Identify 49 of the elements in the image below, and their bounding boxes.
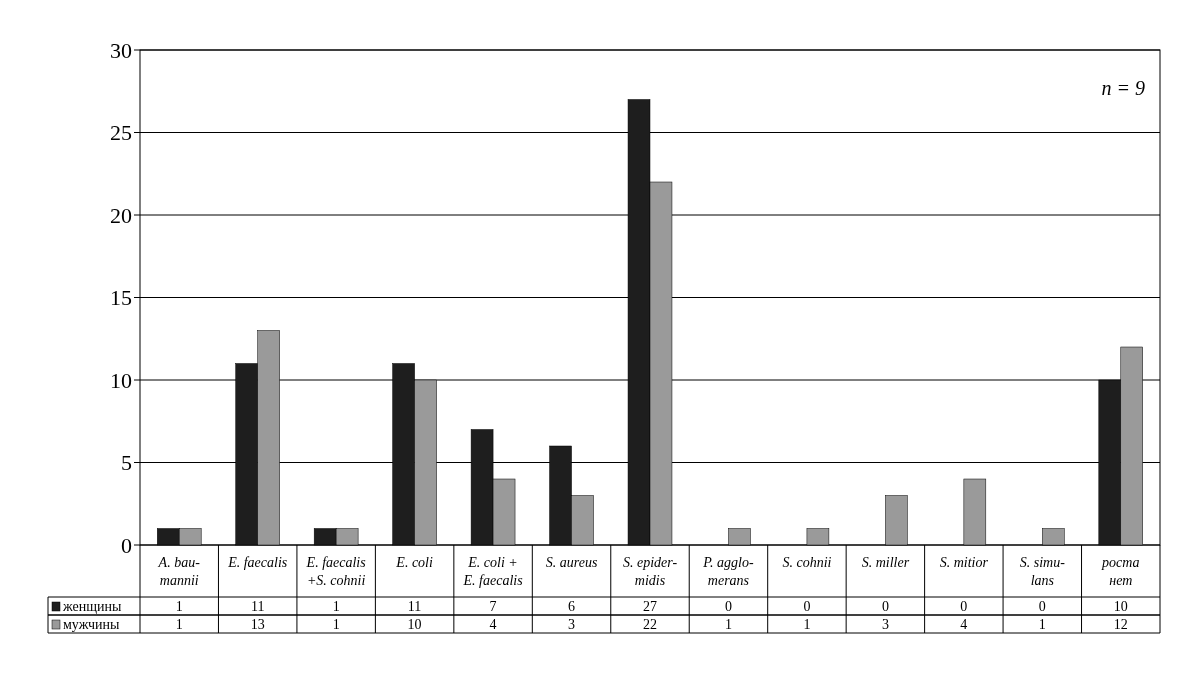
y-tick-label: 5 bbox=[121, 450, 132, 476]
data-label: 1 bbox=[332, 617, 340, 632]
data-label: 10 bbox=[407, 617, 422, 632]
data-label: 11 bbox=[250, 599, 265, 614]
data-label: 1 bbox=[1038, 617, 1046, 632]
x-tick-label: E. faecalis bbox=[227, 555, 288, 570]
data-label: 0 bbox=[1038, 599, 1046, 614]
x-tick-label: S. cohnii bbox=[782, 555, 832, 570]
data-label: 22 bbox=[643, 617, 657, 632]
data-label: 0 bbox=[803, 599, 811, 614]
x-tick-label: A. bau- mannii bbox=[157, 555, 201, 588]
x-tick-label: S. miller bbox=[861, 555, 910, 570]
x-tick-label: S. aureus bbox=[545, 555, 598, 570]
data-label: 4 bbox=[960, 617, 968, 632]
y-tick-label: 0 bbox=[121, 532, 132, 558]
data-label: 0 bbox=[960, 599, 968, 614]
data-label: 6 bbox=[568, 599, 576, 614]
data-label: 10 bbox=[1113, 599, 1128, 614]
annotation: n = 9 bbox=[1101, 77, 1145, 99]
legend-label: женщины bbox=[62, 599, 122, 614]
data-label: 13 bbox=[250, 617, 265, 632]
data-label: 0 bbox=[724, 599, 732, 614]
data-label: 27 bbox=[643, 599, 657, 614]
data-label: 3 bbox=[568, 617, 576, 632]
data-label: 1 bbox=[175, 617, 183, 632]
data-label: 11 bbox=[407, 599, 422, 614]
y-tick-label: 25 bbox=[110, 120, 132, 146]
x-tick-label: S. mitior bbox=[939, 555, 989, 570]
data-label: 0 bbox=[881, 599, 889, 614]
data-label: 1 bbox=[724, 617, 732, 632]
y-tick-label: 15 bbox=[110, 285, 132, 311]
data-label: 1 bbox=[332, 599, 340, 614]
data-label: 7 bbox=[489, 599, 497, 614]
y-tick-label: 30 bbox=[110, 37, 132, 63]
x-tick-label: E. coli bbox=[395, 555, 433, 570]
data-label: 4 bbox=[489, 617, 497, 632]
data-label: 1 bbox=[803, 617, 811, 632]
x-tick-label: P. agglo- merans bbox=[702, 555, 754, 588]
x-tick-label: E. faecalis +S. cohnii bbox=[305, 555, 367, 588]
data-label: 1 bbox=[175, 599, 183, 614]
y-tick-label: 20 bbox=[110, 202, 132, 228]
x-tick-label: роста нет bbox=[1101, 555, 1140, 588]
y-tick-label: 10 bbox=[110, 367, 132, 393]
data-label: 12 bbox=[1113, 617, 1128, 632]
data-label: 3 bbox=[881, 617, 889, 632]
legend-label: мужчины bbox=[63, 617, 121, 632]
x-tick-label: S. epider- midis bbox=[622, 555, 678, 588]
x-tick-label: S. simu- lans bbox=[1019, 555, 1066, 588]
x-tick-label: E. coli + E. faecalis bbox=[462, 555, 524, 588]
